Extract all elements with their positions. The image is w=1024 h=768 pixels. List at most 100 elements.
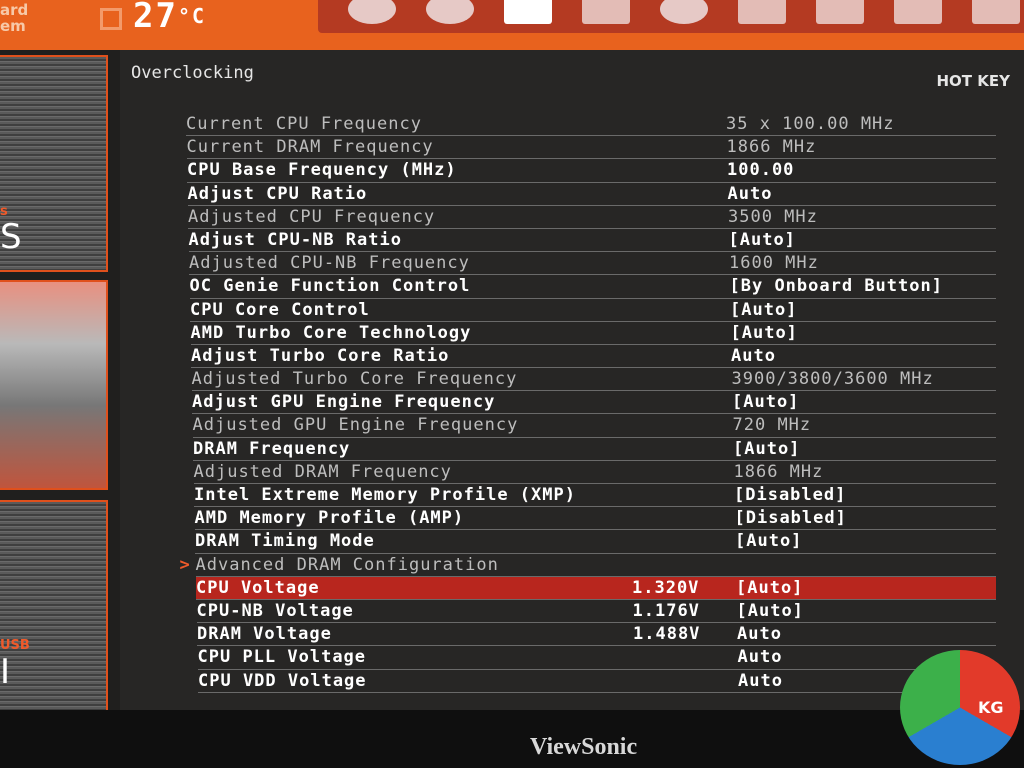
setting-label: AMD Turbo Core Technology [190,322,472,343]
setting-value[interactable]: [Auto] [730,299,798,320]
boot-device-drive-icon[interactable] [816,0,864,24]
temperature-value: 27 [133,0,178,36]
setting-label: CPU Core Control [190,299,370,320]
setting-voltage: 1.176V [632,600,700,621]
setting-row[interactable]: Adjust CPU Ratio Auto [187,183,996,206]
setting-row[interactable]: > Advanced DRAM Configuration [180,554,996,577]
setting-value[interactable]: [Auto] [728,229,796,250]
setting-label: Adjust GPU Engine Frequency [192,392,496,413]
setting-label: CPU-NB Voltage [196,600,354,621]
setting-value[interactable]: [By Onboard Button] [729,276,943,297]
setting-value[interactable]: Auto [737,647,783,668]
setting-label: Adjust CPU-NB Ratio [188,229,402,250]
setting-label: Adjusted Turbo Core Frequency [191,369,518,390]
setting-value: 3900/3800/3600 MHz [731,369,934,390]
setting-row[interactable]: OC Genie Function Control [By Onboard But… [189,275,996,299]
setting-label: Advanced DRAM Configuration [195,554,499,575]
setting-row: Adjusted CPU Frequency 3500 MHz [188,206,996,229]
temperature-icon [100,8,122,30]
boot-device-disc-icon[interactable] [348,0,396,24]
boot-device-drive-icon[interactable] [894,0,942,24]
setting-voltage: 1.320V [632,577,700,598]
setting-row[interactable]: DRAM Voltage 1.488V Auto [197,623,996,647]
setting-row[interactable]: CPU Core Control [Auto] [190,299,996,322]
setting-label: DRAM Timing Mode [195,531,375,552]
submenu-arrow-icon: > [179,554,191,575]
brand-line1: ard [0,1,29,19]
setting-row[interactable]: CPU Voltage 1.320V [Auto] [196,576,996,600]
top-bar: ard em 27°C [0,0,1024,50]
setting-value: 1866 MHz [733,461,824,482]
boot-device-drive-icon[interactable] [582,0,630,24]
setting-value[interactable]: [Auto] [736,577,804,598]
setting-value[interactable]: Auto [737,624,782,645]
setting-value: 3500 MHz [728,206,818,227]
tile-sublabel: USB [0,638,30,653]
setting-label: Adjusted CPU Frequency [188,206,436,227]
setting-label: Adjust CPU Ratio [187,183,368,204]
setting-label: Adjusted CPU-NB Frequency [189,253,470,274]
setting-label: CPU Base Frequency (MHz) [187,160,457,181]
setting-label: Current DRAM Frequency [186,137,434,158]
setting-value[interactable]: [Disabled] [734,485,847,505]
setting-label: Adjust Turbo Core Ratio [191,345,450,366]
setting-row[interactable]: Adjust CPU-NB Ratio [Auto] [188,229,996,253]
setting-row[interactable]: DRAM Timing Mode [Auto] [195,530,996,554]
setting-value[interactable]: 100.00 [727,160,795,181]
setting-row: Current DRAM Frequency 1866 MHz [186,136,996,160]
setting-value[interactable]: [Auto] [735,531,803,552]
setting-label: Intel Extreme Memory Profile (XMP) [194,485,576,505]
tile-label: S [0,217,22,257]
setting-label: Current CPU Frequency [186,114,422,134]
brand-line2: em [0,17,26,35]
temperature-unit: °C [177,4,207,28]
setting-row[interactable]: CPU PLL Voltage Auto [197,646,996,670]
setting-label: CPU Voltage [196,577,320,598]
hot-key-button[interactable]: HOT KEY [936,72,1011,90]
setting-value: 35 x 100.00 MHz [726,114,895,134]
setting-row[interactable]: Adjust GPU Engine Frequency [Auto] [192,391,996,415]
setting-row[interactable]: DRAM Frequency [Auto] [193,438,996,461]
page-title: Overclocking [131,63,254,83]
setting-label: DRAM Voltage [197,624,332,645]
setting-value[interactable]: [Auto] [730,322,798,343]
setting-label: Adjusted DRAM Frequency [193,461,452,482]
setting-value[interactable]: Auto [731,345,776,366]
sidebar-tile-oc[interactable] [0,280,108,490]
setting-value[interactable]: [Auto] [736,600,804,621]
boot-priority-bar [318,0,1024,33]
setting-value: 1866 MHz [726,137,817,158]
setting-row[interactable]: Intel Extreme Memory Profile (XMP) [Disab… [194,484,996,508]
setting-label: CPU PLL Voltage [197,647,367,668]
sidebar-tile-settings[interactable]: s S [0,55,108,272]
setting-value[interactable]: [Auto] [732,392,800,413]
boot-device-disc-icon[interactable] [426,0,474,24]
setting-value[interactable]: Auto [738,670,783,691]
setting-row: Current CPU Frequency 35 x 100.00 MHz [186,113,996,137]
boot-device-disc-icon[interactable] [660,0,708,24]
setting-row: Adjusted Turbo Core Frequency 3900/3800/3… [191,368,996,392]
brand-text: ard em [0,2,28,34]
boot-device-usb-icon[interactable] [504,0,552,24]
setting-voltage: 1.488V [633,624,701,645]
setting-value: 720 MHz [732,415,812,436]
setting-label: DRAM Frequency [193,438,351,459]
setting-row[interactable]: Adjust Turbo Core Ratio Auto [191,345,996,369]
setting-row: Adjusted CPU-NB Frequency 1600 MHz [189,252,996,276]
setting-row[interactable]: CPU VDD Voltage Auto [198,670,996,693]
setting-value[interactable]: Auto [727,183,773,204]
monitor-brand: ViewSonic [530,734,638,760]
monitor-bezel: ViewSonic [0,710,1024,768]
setting-label: OC Genie Function Control [189,276,471,297]
setting-row[interactable]: CPU-NB Voltage 1.176V [Auto] [196,600,996,624]
setting-label: AMD Memory Profile (AMP) [194,508,465,529]
kg-watermark-logo: KG [900,650,1020,765]
setting-row[interactable]: AMD Memory Profile (AMP) [Disabled] [194,507,996,531]
setting-row[interactable]: CPU Base Frequency (MHz) 100.00 [187,159,996,183]
boot-device-drive-icon[interactable] [738,0,786,24]
setting-value[interactable]: [Auto] [733,438,801,459]
setting-row[interactable]: AMD Turbo Core Technology [Auto] [190,322,996,345]
sidebar: s S USB I [0,50,120,755]
boot-device-drive-icon[interactable] [972,0,1020,24]
setting-value[interactable]: [Disabled] [734,508,847,529]
